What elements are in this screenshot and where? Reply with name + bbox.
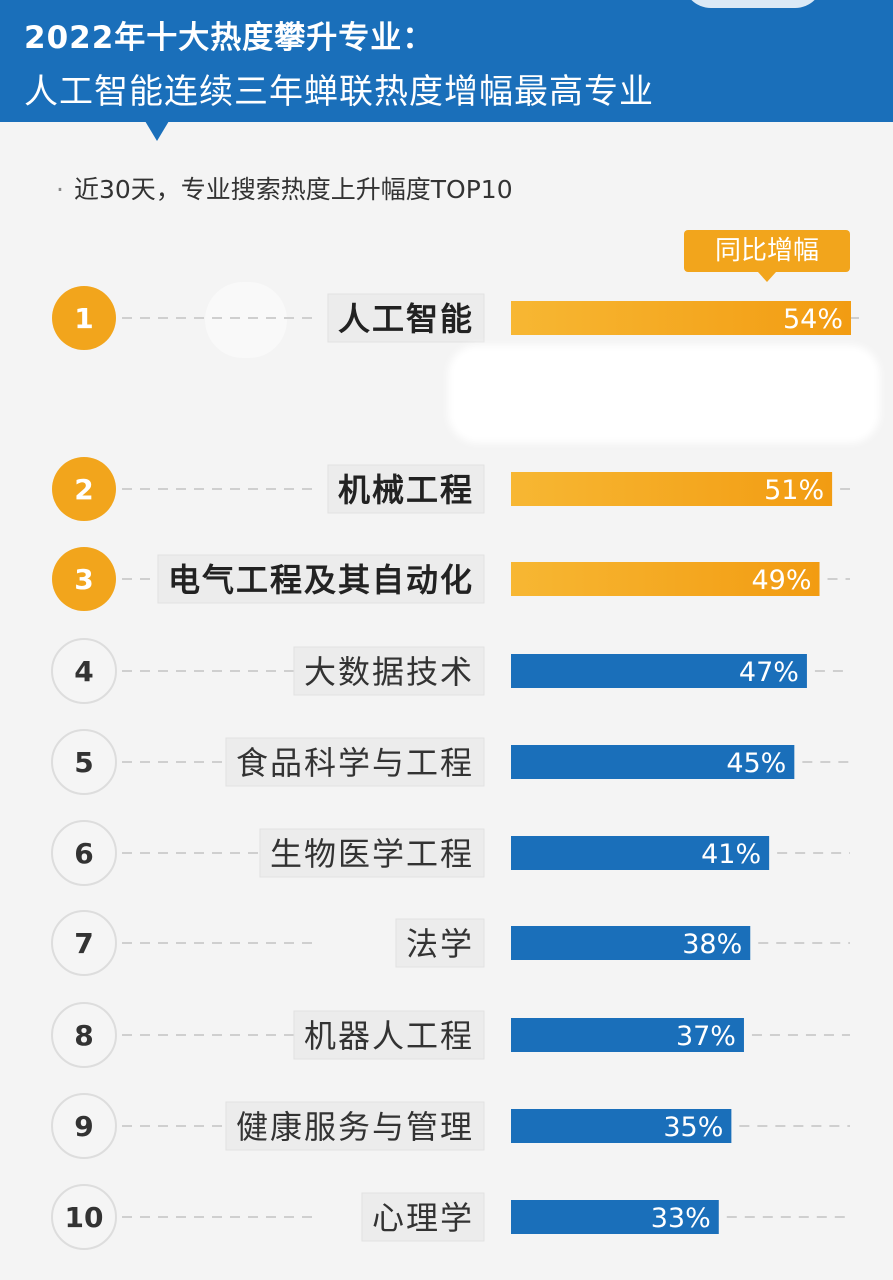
rank-number: 10 (65, 1201, 104, 1234)
category-label-box (395, 918, 485, 968)
category-label: 心理学 (372, 1199, 474, 1237)
value-label: 35% (663, 1112, 723, 1143)
category-label-box (327, 464, 485, 514)
header-pointer (145, 121, 169, 141)
chart-subtitle: · 近30天，专业搜索热度上升幅度TOP10 (56, 170, 513, 206)
rank-number: 3 (74, 563, 93, 596)
bar (511, 745, 795, 779)
category-label-box (259, 828, 485, 878)
bar (511, 1200, 719, 1234)
rank-number: 4 (74, 655, 93, 688)
category-label: 生物医学工程 (270, 835, 474, 873)
bar (511, 562, 820, 596)
value-label: 51% (764, 475, 824, 506)
bar (511, 654, 807, 688)
bar (511, 472, 833, 506)
category-label: 大数据技术 (304, 653, 474, 691)
value-label: 37% (676, 1021, 736, 1052)
bar (511, 1018, 744, 1052)
bar (511, 301, 851, 335)
category-label: 人工智能 (338, 300, 474, 338)
value-label: 38% (682, 929, 742, 960)
value-label: 41% (701, 839, 761, 870)
rank-circle (52, 286, 116, 350)
category-label-box (293, 1010, 485, 1060)
category-label-box (225, 1101, 485, 1151)
category-label: 机器人工程 (304, 1017, 474, 1055)
category-label-box (361, 1192, 485, 1242)
rank-circle (51, 820, 117, 886)
value-label: 47% (739, 657, 799, 688)
rank-circle (52, 547, 116, 611)
blurred-area (205, 282, 287, 358)
rank-number: 8 (74, 1019, 93, 1052)
rank-circle (51, 910, 117, 976)
rank-number: 2 (74, 473, 93, 506)
category-label: 法学 (406, 925, 474, 963)
legend-badge: 同比增幅 (684, 230, 850, 282)
category-label-box (157, 554, 485, 604)
value-label: 54% (783, 304, 843, 335)
value-label: 49% (752, 565, 812, 596)
rank-number: 9 (74, 1110, 93, 1143)
rank-number: 1 (74, 302, 93, 335)
rank-circle (52, 457, 116, 521)
value-label: 33% (651, 1203, 711, 1234)
chart-subtitle-text: 近30天，专业搜索热度上升幅度TOP10 (73, 175, 513, 204)
value-label: 45% (726, 748, 786, 779)
category-label: 健康服务与管理 (236, 1108, 474, 1146)
category-label-box (293, 646, 485, 696)
rank-circle (51, 729, 117, 795)
redacted-area (448, 345, 880, 443)
bar (511, 1109, 732, 1143)
rank-circle (51, 1184, 117, 1250)
category-label: 食品科学与工程 (236, 744, 474, 782)
category-label-box (225, 737, 485, 787)
header-decoration (683, 0, 823, 8)
rank-number: 6 (74, 837, 93, 870)
page-title: 2022年十大热度攀升专业： (24, 20, 435, 56)
rank-circle (51, 638, 117, 704)
rank-number: 7 (74, 927, 93, 960)
category-label-box (327, 293, 485, 343)
category-label: 电气工程及其自动化 (168, 561, 474, 599)
bar (511, 926, 751, 960)
rank-circle (51, 1002, 117, 1068)
header-banner: 2022年十大热度攀升专业： 人工智能连续三年蝉联热度增幅最高专业 (0, 0, 893, 122)
rank-number: 5 (74, 746, 93, 779)
category-label: 机械工程 (338, 471, 474, 509)
subtitle-bullet: · (56, 175, 64, 204)
rank-circle (51, 1093, 117, 1159)
page-subtitle-headline: 人工智能连续三年蝉联热度增幅最高专业 (24, 72, 654, 112)
bar (511, 836, 770, 870)
